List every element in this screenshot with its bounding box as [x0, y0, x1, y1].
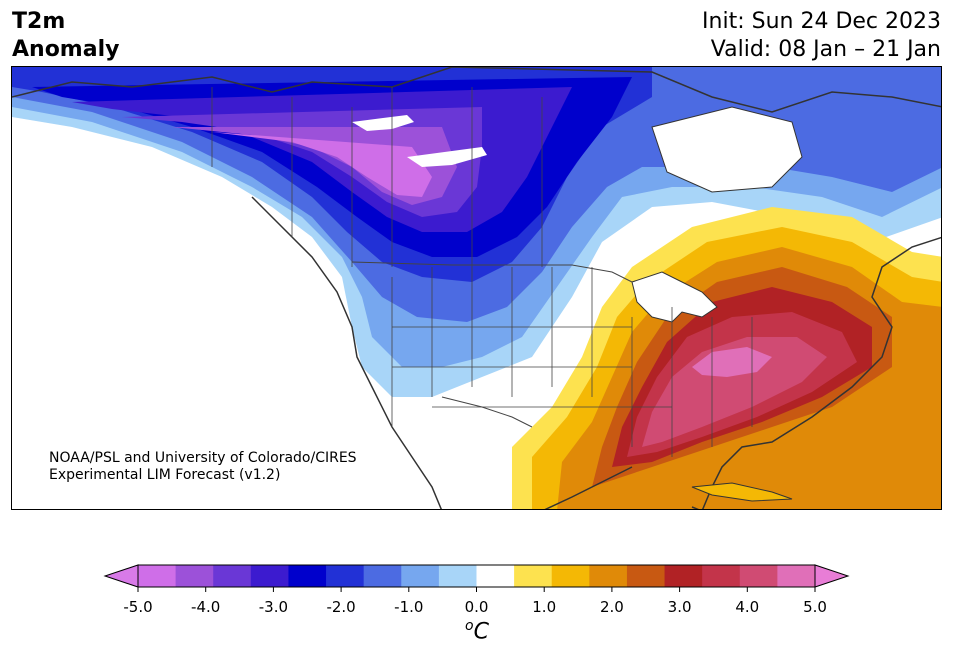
- unit-celsius: C: [473, 619, 489, 645]
- unit-degree: o: [465, 618, 474, 634]
- coastline: [12, 67, 941, 509]
- colorbar-tick-label: -2.0: [326, 598, 356, 616]
- colorbar-segment: [250, 565, 289, 587]
- colorbar-tick-label: 2.0: [599, 598, 624, 616]
- colorbar-segment: [476, 565, 515, 587]
- credit-line-2: Experimental LIM Forecast (v1.2): [49, 467, 281, 483]
- title-line-2: Anomaly: [12, 37, 120, 62]
- colorbar-tick-label: -5.0: [123, 598, 153, 616]
- colorbar-tick-label: 0.0: [464, 598, 489, 616]
- colorbar-segment: [326, 565, 365, 587]
- us-canada-border: [351, 261, 633, 283]
- colorbar-segment: [777, 565, 816, 587]
- colorbar-tick-label: -3.0: [258, 598, 289, 616]
- colorbar-tick-label: -1.0: [394, 598, 424, 616]
- cold-band-orchid: [212, 132, 432, 197]
- colorbar-tick-label: -4.0: [191, 598, 221, 616]
- valid-range: Valid: 08 Jan – 21 Jan: [710, 37, 941, 62]
- colorbar-segment: [363, 565, 402, 587]
- init-date: Init: Sun 24 Dec 2023: [702, 9, 941, 34]
- state-lines: [391, 267, 753, 457]
- colorbar-segment: [438, 565, 477, 587]
- colorbar-tick-label: 4.0: [735, 598, 760, 616]
- lake-bear: [352, 115, 414, 131]
- credit-text: NOAA/PSL and University of Colorado/CIRE…: [49, 450, 357, 484]
- colorbar-min-arrow: [103, 564, 139, 588]
- colorbar-unit: oC: [465, 618, 489, 644]
- colorbar-tick-label: 1.0: [532, 598, 557, 616]
- warm-band-rose: [642, 337, 827, 447]
- map-canvas: [12, 67, 941, 509]
- lake-slave: [407, 147, 487, 167]
- colorbar-segment: [664, 565, 703, 587]
- title-line-1: T2m: [12, 9, 66, 34]
- colorbar-segment: [514, 565, 553, 587]
- colorbar-max-arrow: [814, 564, 850, 588]
- map-title: T2m Anomaly: [12, 8, 119, 64]
- province-lines: [211, 87, 543, 267]
- colorbar-tick-label: 3.0: [667, 598, 692, 616]
- great-lakes: [631, 271, 718, 323]
- mexico-border: [441, 396, 533, 428]
- colorbar-segment: [702, 565, 741, 587]
- colorbar-segment: [626, 565, 666, 587]
- colorbar-segment: [138, 565, 177, 587]
- cuba: [691, 482, 793, 502]
- credit-line-1: NOAA/PSL and University of Colorado/CIRE…: [49, 450, 357, 466]
- hudson-bay: [651, 106, 803, 193]
- anomaly-map: [11, 66, 942, 510]
- colorbar-segment: [401, 565, 440, 587]
- colorbar-segment: [551, 565, 590, 587]
- colorbar-segment: [589, 565, 628, 587]
- colorbar: [103, 564, 850, 592]
- colorbar-segment: [213, 565, 252, 587]
- forecast-dates: Init: Sun 24 Dec 2023 Valid: 08 Jan – 21…: [702, 8, 941, 64]
- colorbar-segment: [288, 565, 327, 587]
- colorbar-segment: [175, 565, 214, 587]
- colorbar-segment: [739, 565, 778, 587]
- colorbar-tick-label: 5.0: [803, 598, 827, 616]
